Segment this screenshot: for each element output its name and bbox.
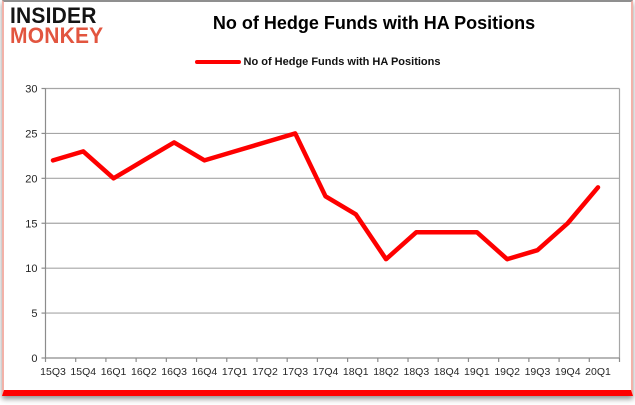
x-tick-label: 15Q3 <box>40 366 66 378</box>
x-tick-label: 18Q4 <box>434 366 460 378</box>
chart-title: No of Hedge Funds with HA Positions <box>212 13 536 33</box>
chart-frame <box>2 0 633 396</box>
y-tick-label: 15 <box>25 218 37 230</box>
y-tick-label: 25 <box>25 128 37 140</box>
legend-line-swatch <box>194 60 241 64</box>
x-tick-label: 17Q3 <box>282 366 308 378</box>
insider-monkey-logo: INSIDER MONKEY <box>10 3 104 49</box>
x-tick-label: 16Q1 <box>101 366 127 378</box>
logo-text-insider: INSIDER <box>10 3 97 29</box>
y-tick-label: 0 <box>31 353 37 365</box>
y-tick-label: 20 <box>25 173 37 185</box>
y-tick-label: 10 <box>25 263 37 275</box>
x-tick-label: 19Q1 <box>464 366 490 378</box>
legend-label: No of Hedge Funds with HA Positions <box>243 56 441 68</box>
y-tick-label: 30 <box>25 84 37 96</box>
logo-text-monkey: MONKEY <box>10 24 104 49</box>
legend: No of Hedge Funds with HA Positions <box>0 56 635 68</box>
x-tick-label: 16Q3 <box>161 366 187 378</box>
x-axis-labels: 15Q3 15Q4 16Q1 16Q2 16Q3 16Q4 17Q1 17Q2 17Q3 17Q4… <box>40 366 611 378</box>
x-tick-label: 19Q4 <box>555 366 581 378</box>
gridlines <box>45 87 621 358</box>
x-tick-label: 19Q2 <box>494 366 520 378</box>
x-tick-label: 17Q1 <box>222 366 248 378</box>
x-tick-label: 16Q2 <box>131 366 157 378</box>
x-tick-label: 18Q1 <box>343 366 369 378</box>
x-tick-label: 17Q2 <box>252 366 278 378</box>
axes <box>41 87 621 362</box>
series-line <box>50 131 601 262</box>
x-tick-label: 18Q2 <box>373 366 399 378</box>
x-tick-label: 19Q3 <box>525 366 551 378</box>
x-tick-label: 16Q4 <box>192 366 218 378</box>
x-tick-label: 15Q4 <box>70 366 96 378</box>
y-axis-labels: 0 5 10 15 20 25 30 <box>25 84 37 366</box>
x-tick-label: 17Q4 <box>313 366 339 378</box>
y-tick-label: 5 <box>31 308 37 320</box>
x-tick-label: 20Q1 <box>585 366 611 378</box>
x-tick-label: 18Q3 <box>403 366 429 378</box>
